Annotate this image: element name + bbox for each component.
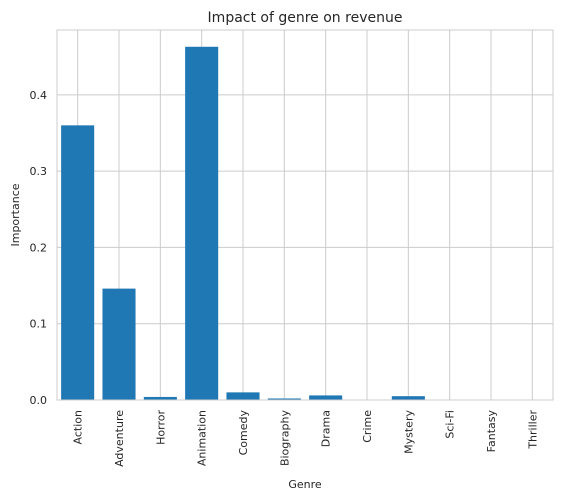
bar-mystery [391,396,425,400]
x-axis-label: Genre [288,478,322,491]
x-tick-label: Action [72,410,85,444]
y-tick-label: 0.1 [30,318,48,331]
x-tick-label: Drama [320,410,333,447]
chart-title: Impact of genre on revenue [208,10,403,26]
x-tick-label: Mystery [402,410,415,454]
x-tick-label: Horror [154,410,167,445]
bar-action [61,125,95,400]
x-tick-label: Fantasy [485,410,498,453]
y-tick-labels: 0.0 0.1 0.2 0.3 0.4 [30,89,48,407]
grid [57,30,553,401]
plot-frame [56,29,554,401]
x-tick-label: Adventure [113,410,126,467]
x-tick-label: Thriller [526,410,539,450]
x-tick-labels: Action Adventure Horror Animation Comedy Biog… [72,410,540,467]
bar-horror [143,396,177,400]
x-tick-label: Sci-Fi [444,410,457,439]
bar-biography [267,398,301,400]
bar-comedy [226,392,260,400]
y-tick-label: 0.3 [30,165,48,178]
y-tick-label: 0.2 [30,241,48,254]
y-tick-label: 0.4 [30,89,48,102]
bar-animation [185,46,219,400]
x-tick-label: Comedy [237,410,250,456]
x-tick-label: Animation [196,410,209,466]
bar-drama [309,395,343,400]
x-tick-label: Biography [278,410,291,467]
x-tick-label: Crime [361,410,374,443]
bars [61,46,425,400]
y-tick-label: 0.0 [30,394,48,407]
bar-adventure [102,288,136,400]
y-axis-label: Importance [9,183,22,246]
